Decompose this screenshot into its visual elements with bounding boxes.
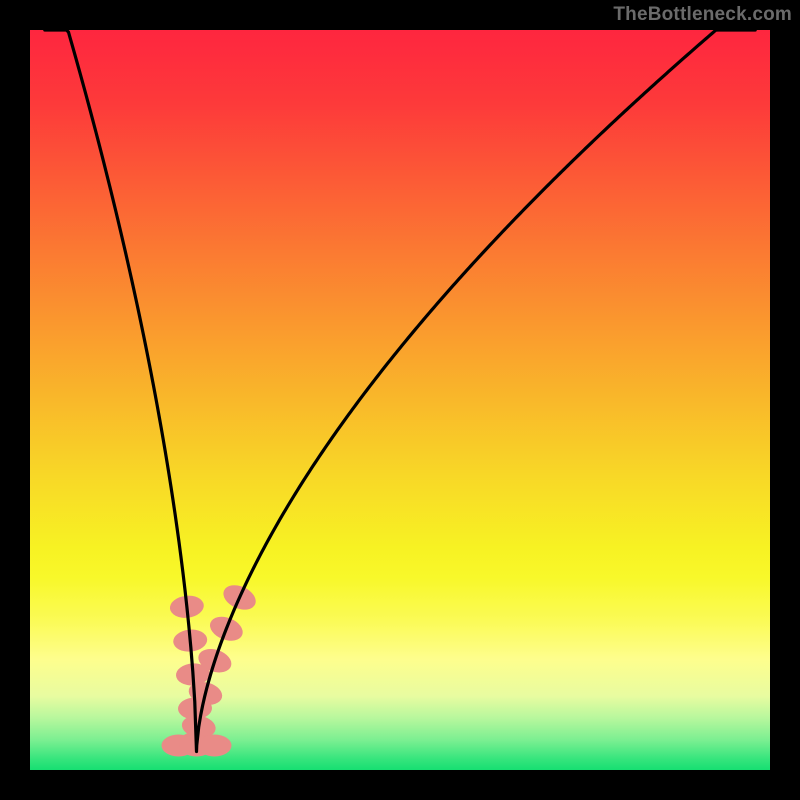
curve-line xyxy=(45,30,755,752)
bead-markers xyxy=(162,580,260,756)
bottleneck-curve xyxy=(30,30,770,770)
chart-frame: TheBottleneck.com xyxy=(0,0,800,800)
bead-marker xyxy=(198,735,232,757)
watermark-text: TheBottleneck.com xyxy=(613,4,792,26)
plot-area xyxy=(30,30,770,770)
